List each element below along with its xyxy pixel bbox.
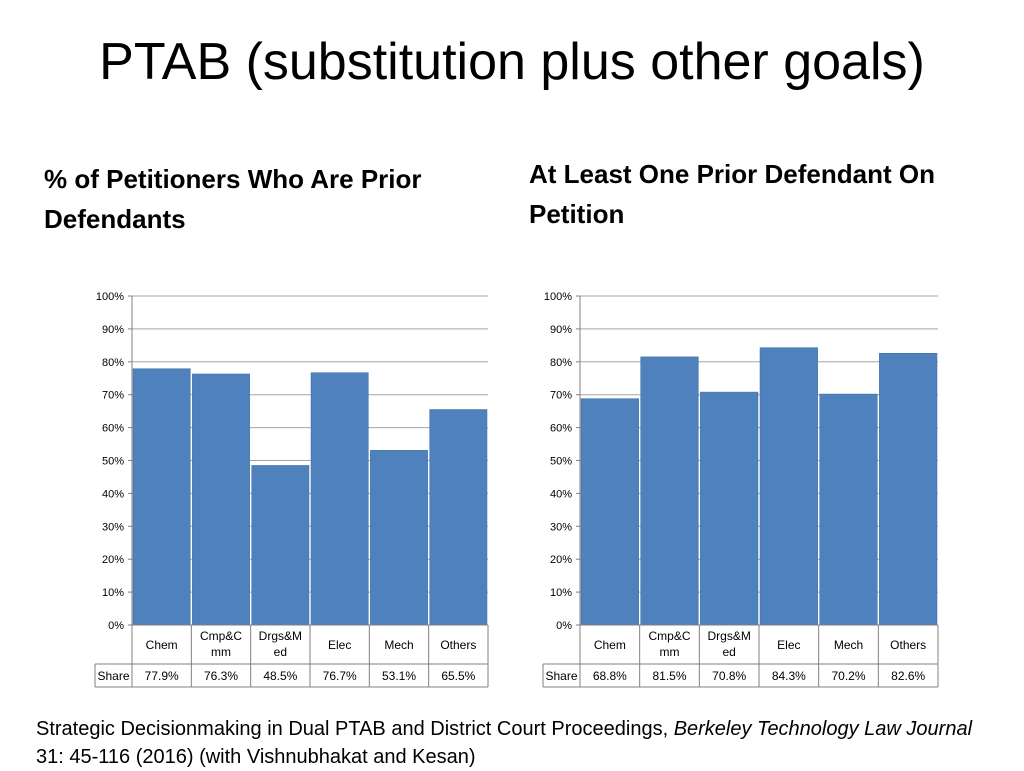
- x-category-label-line: mm: [211, 645, 231, 659]
- citation: Strategic Decisionmaking in Dual PTAB an…: [36, 715, 996, 771]
- data-label: 76.3%: [204, 669, 238, 683]
- y-tick-label: 0%: [108, 620, 124, 632]
- data-label: 77.9%: [145, 669, 179, 683]
- slide-title: PTAB (substitution plus other goals): [99, 33, 925, 91]
- data-label: 76.7%: [323, 669, 357, 683]
- y-tick-label: 50%: [102, 456, 124, 468]
- x-category-label-line: Cmp&C: [200, 629, 242, 643]
- left-chart-subtitle: % of Petitioners Who Are Prior Defendant…: [44, 164, 422, 234]
- x-category-label: Cmp&C mm: [200, 629, 242, 659]
- y-tick-label: 10%: [102, 587, 124, 599]
- x-category-label: Others: [440, 638, 476, 652]
- y-tick-label: 90%: [102, 324, 124, 336]
- y-tick-label: 60%: [102, 423, 124, 435]
- x-category-label: Elec: [328, 638, 351, 652]
- y-tick-label: 100%: [96, 291, 124, 303]
- bar: [132, 368, 191, 626]
- bar: [429, 409, 488, 626]
- data-label: 65.5%: [441, 669, 475, 683]
- bar: [370, 450, 428, 626]
- y-tick-label: 20%: [102, 554, 124, 566]
- bar: [251, 465, 310, 626]
- citation-journal: Berkeley Technology Law Journal: [673, 718, 973, 740]
- x-category-label-line: Drgs&M: [259, 629, 302, 643]
- x-category-label-line: ed: [274, 645, 287, 659]
- right-chart-subtitle: At Least One Prior Defendant On Petition: [529, 159, 935, 229]
- x-category-label: Chem: [146, 638, 178, 652]
- y-tick-label: 80%: [102, 357, 124, 369]
- y-tick-label: 70%: [102, 390, 124, 402]
- table-row-label: Share: [97, 669, 129, 683]
- data-label: 53.1%: [382, 669, 416, 683]
- bar: [310, 372, 369, 626]
- y-tick-label: 40%: [102, 488, 124, 500]
- data-label: 48.5%: [263, 669, 297, 683]
- citation-text-2: 31: 45-116 (2016) (with Vishnubhakat and…: [36, 746, 476, 768]
- y-tick-label: 30%: [102, 521, 124, 533]
- bar: [192, 373, 250, 626]
- citation-text-1: Strategic Decisionmaking in Dual PTAB an…: [36, 718, 674, 740]
- x-category-label: Mech: [384, 638, 413, 652]
- x-category-label: Drgs&M ed: [259, 629, 302, 659]
